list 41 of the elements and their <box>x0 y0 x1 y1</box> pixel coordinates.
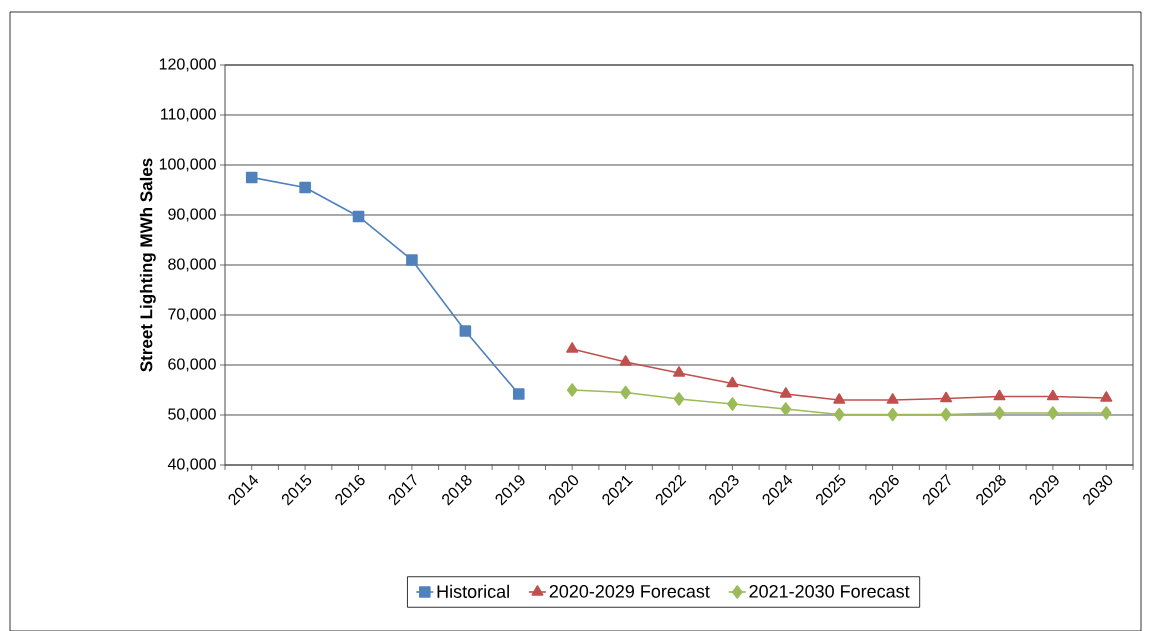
point <box>886 393 899 404</box>
point <box>780 402 792 416</box>
point <box>620 385 631 400</box>
y-tick-label: 50,000 <box>168 408 216 422</box>
y-tick-label: 120,000 <box>159 58 216 72</box>
point <box>779 387 792 398</box>
point <box>1047 406 1059 420</box>
legend-label: Historical <box>437 584 509 598</box>
point <box>406 254 418 266</box>
legend-label: 2021-2030 Forecast <box>749 584 910 598</box>
point <box>726 376 739 388</box>
point <box>673 392 685 406</box>
y-tick-label: 60,000 <box>168 358 216 372</box>
point <box>940 407 952 422</box>
point <box>512 388 525 400</box>
y-tick-label: 100,000 <box>159 158 216 172</box>
y-tick-label: 90,000 <box>168 208 216 222</box>
point <box>673 366 685 377</box>
point <box>1101 406 1112 420</box>
y-tick-label: 70,000 <box>168 308 216 322</box>
point <box>1100 391 1113 402</box>
legend-label: 2020-2029 Forecast <box>549 584 710 598</box>
y-tick-label: 40,000 <box>167 458 216 472</box>
y-axis-title: Street Lighting MWh Sales <box>139 158 156 372</box>
point <box>459 325 472 337</box>
point <box>352 210 365 223</box>
point <box>566 383 578 397</box>
y-tick-label: 110,000 <box>161 108 216 122</box>
point <box>245 171 258 184</box>
y-tick-label: 80,000 <box>168 258 216 272</box>
point <box>619 355 632 366</box>
point <box>833 407 845 422</box>
point <box>887 407 898 422</box>
point <box>993 389 1006 401</box>
point <box>566 342 579 353</box>
point <box>994 406 1005 420</box>
point <box>299 181 311 194</box>
point <box>833 393 846 404</box>
point <box>727 397 738 411</box>
point <box>1046 389 1059 401</box>
point <box>940 391 953 403</box>
